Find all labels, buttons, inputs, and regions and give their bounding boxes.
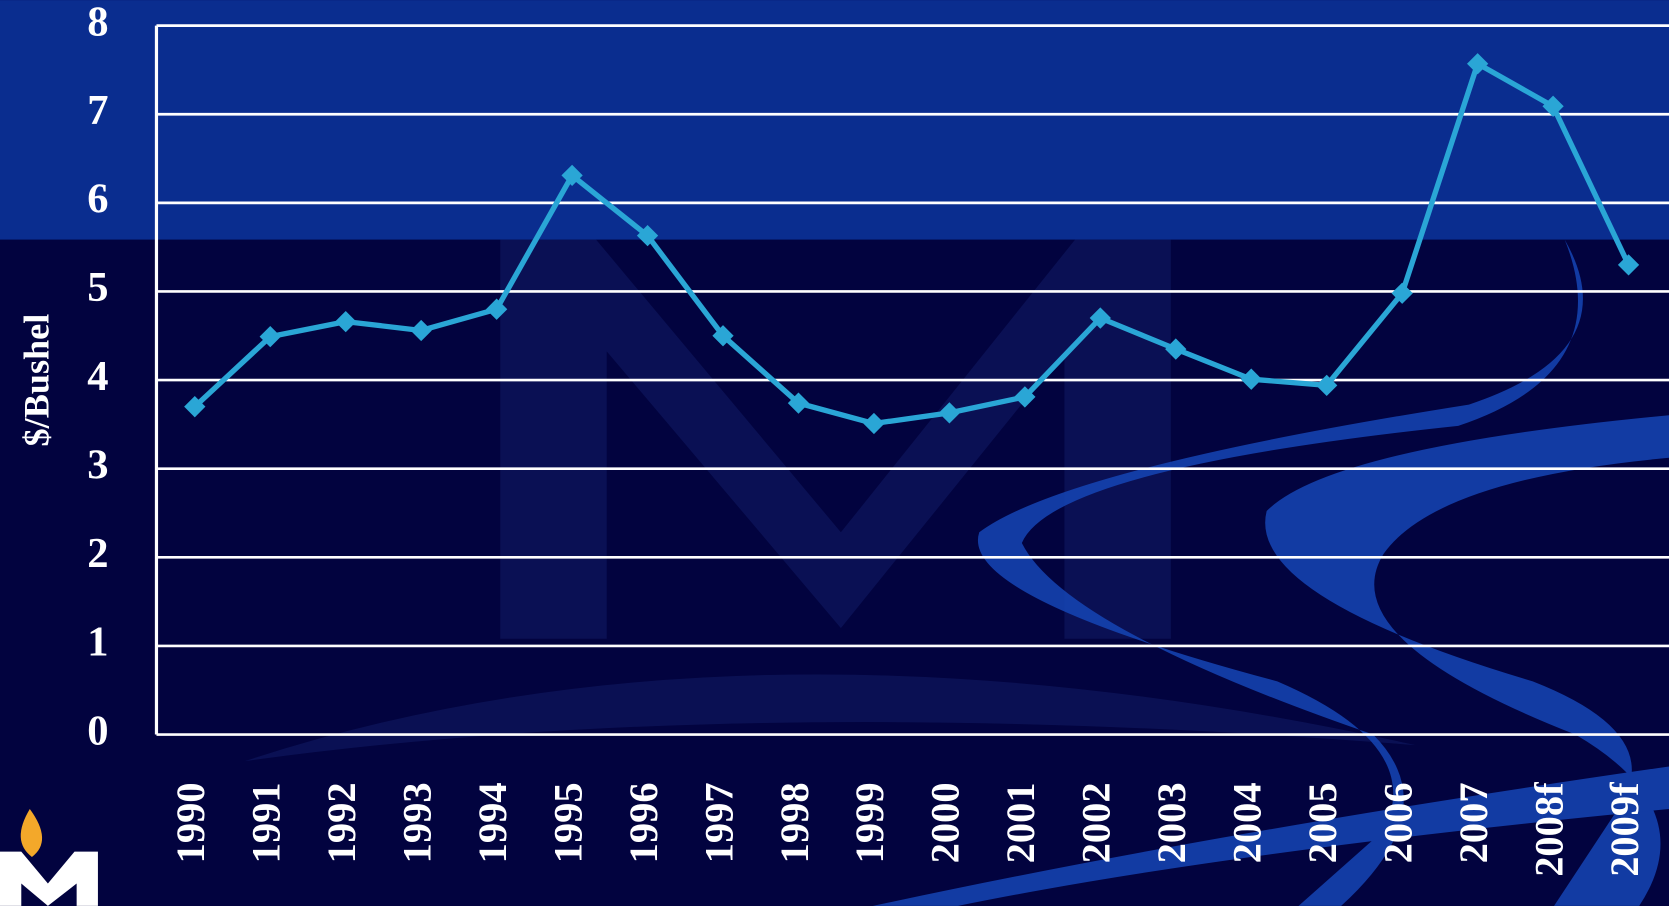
x-tick-label: 1999 (847, 782, 892, 863)
x-tick-label: 1998 (772, 782, 817, 863)
x-tick-label: 1993 (394, 782, 439, 863)
x-tick-label: 2009f (1602, 782, 1647, 877)
marker (1391, 282, 1413, 304)
x-tick-label: 2006 (1375, 782, 1420, 863)
x-tick-label: 2002 (1074, 782, 1119, 863)
y-tick-label: 6 (87, 176, 108, 223)
x-tick-label: 1996 (621, 782, 666, 863)
y-tick-label: 4 (87, 353, 108, 400)
x-tick-label: 1992 (319, 782, 364, 863)
y-tick-label: 0 (87, 707, 108, 754)
x-tick-label: 2007 (1451, 782, 1496, 863)
marker (863, 412, 885, 435)
y-tick-label: 8 (87, 0, 108, 45)
y-tick-label: 1 (87, 619, 108, 666)
y-axis-label: $/Bushel (17, 314, 57, 447)
x-tick-label: 2005 (1300, 782, 1345, 863)
x-tick-label: 2004 (1225, 782, 1270, 863)
y-tick-label: 2 (87, 530, 108, 577)
x-tick-label: 1994 (470, 782, 515, 863)
marker (259, 326, 281, 348)
x-tick-label: 1995 (545, 782, 590, 863)
marker (636, 225, 659, 247)
marker (561, 164, 583, 187)
x-tick-label: 2000 (923, 782, 968, 863)
header-band (0, 0, 1669, 240)
y-tick-label: 5 (87, 264, 108, 311)
y-tick-label: 3 (87, 441, 108, 488)
watermark (244, 239, 1416, 762)
marker (184, 396, 206, 418)
marker (1617, 254, 1640, 276)
x-tick-label: 1997 (696, 782, 741, 863)
x-tick-label: 2003 (1149, 782, 1194, 863)
y-tick-label: 7 (87, 87, 108, 134)
swoosh (872, 239, 1669, 906)
x-tick-label: 1991 (244, 782, 289, 863)
marker (1240, 368, 1262, 390)
logo (0, 809, 98, 906)
x-tick-label: 2001 (998, 782, 1043, 863)
x-tick-label: 1990 (168, 782, 213, 863)
x-tick-label: 2008f (1526, 782, 1571, 877)
line (192, 61, 1631, 427)
